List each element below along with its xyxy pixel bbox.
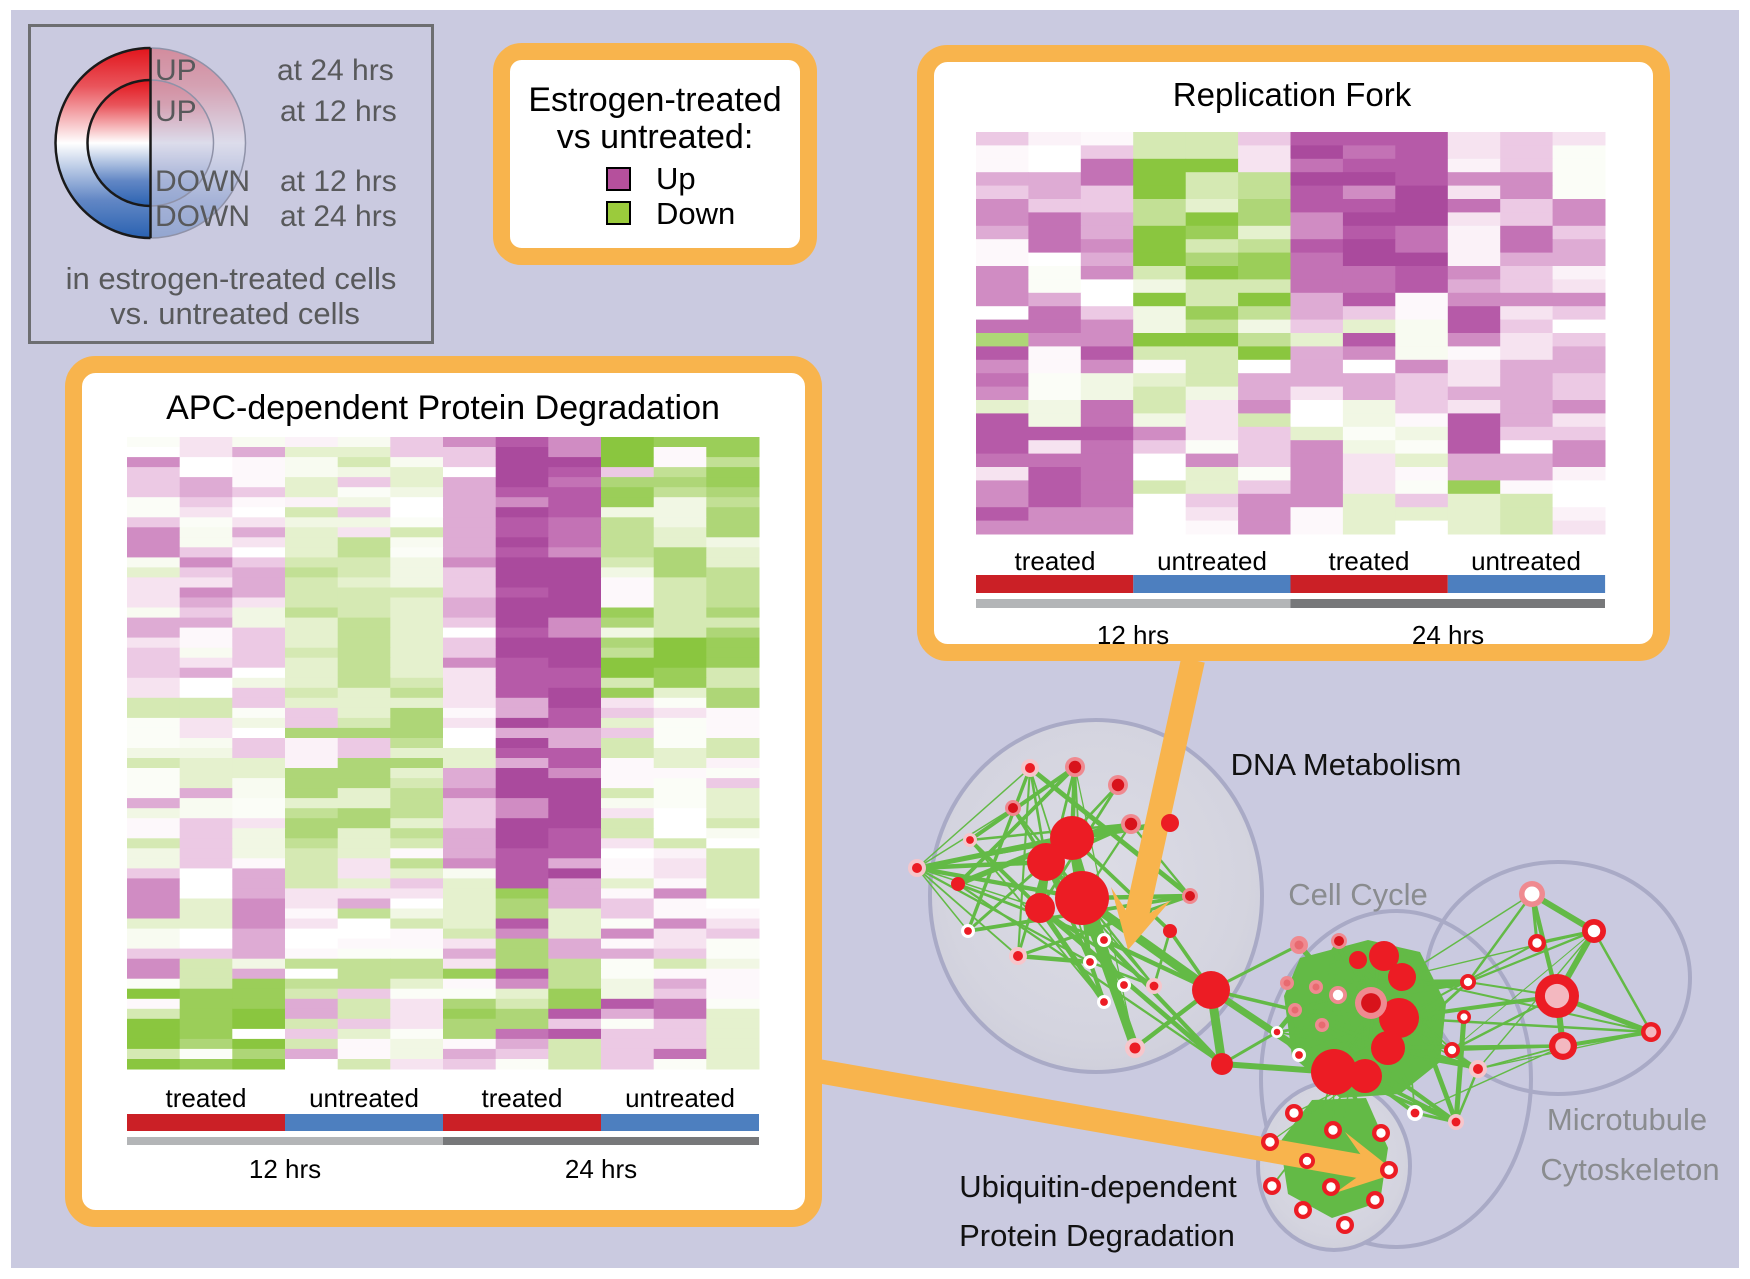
svg-text:Cell Cycle: Cell Cycle [1288,877,1428,912]
svg-text:24 hrs: 24 hrs [1412,620,1484,650]
svg-text:24 hrs: 24 hrs [565,1154,637,1184]
svg-text:at 12 hrs: at 12 hrs [280,165,397,198]
svg-text:UP: UP [155,54,197,87]
svg-text:in estrogen-treated cells: in estrogen-treated cells [66,261,397,296]
svg-text:Up: Up [656,161,696,196]
svg-text:untreated: untreated [625,1083,735,1113]
svg-text:at 12 hrs: at 12 hrs [280,95,397,128]
svg-text:untreated: untreated [1157,546,1267,576]
svg-text:Microtubule: Microtubule [1547,1102,1707,1137]
svg-text:treated: treated [166,1083,247,1113]
svg-text:at 24 hrs: at 24 hrs [280,200,397,233]
svg-text:Protein Degradation: Protein Degradation [959,1218,1235,1253]
svg-text:treated: treated [482,1083,563,1113]
svg-text:APC-dependent Protein Degradat: APC-dependent Protein Degradation [166,389,720,427]
svg-text:DOWN: DOWN [155,165,250,198]
svg-text:DNA Metabolism: DNA Metabolism [1231,747,1462,782]
svg-text:12 hrs: 12 hrs [1097,620,1169,650]
svg-text:treated: treated [1329,546,1410,576]
svg-text:vs untreated:: vs untreated: [557,118,754,156]
svg-text:vs. untreated cells: vs. untreated cells [110,296,360,331]
svg-text:Replication Fork: Replication Fork [1173,76,1412,113]
svg-text:untreated: untreated [1471,546,1581,576]
svg-text:untreated: untreated [309,1083,419,1113]
svg-text:12 hrs: 12 hrs [249,1154,321,1184]
svg-text:Cytoskeleton: Cytoskeleton [1540,1152,1719,1187]
svg-text:Estrogen-treated: Estrogen-treated [528,81,781,119]
svg-text:Down: Down [656,196,735,231]
svg-text:treated: treated [1015,546,1096,576]
svg-text:DOWN: DOWN [155,200,250,233]
svg-text:UP: UP [155,95,197,128]
svg-text:Ubiquitin-dependent: Ubiquitin-dependent [959,1169,1237,1204]
svg-text:at 24 hrs: at 24 hrs [277,54,394,87]
